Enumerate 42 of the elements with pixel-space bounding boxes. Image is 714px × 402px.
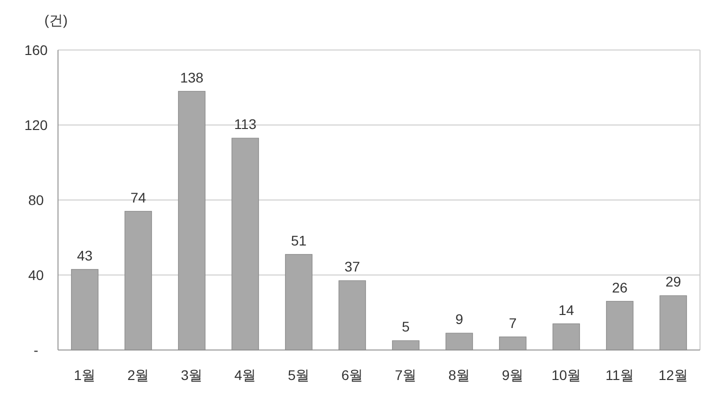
- bar: [392, 340, 420, 350]
- data-label: 43: [76, 247, 93, 264]
- bar: [499, 336, 526, 350]
- y-axis-title: (건): [44, 12, 68, 28]
- x-tick-label: 11월: [605, 367, 634, 383]
- data-label: 113: [234, 116, 257, 132]
- data-label: 51: [290, 232, 307, 248]
- x-tick-label: 2월: [127, 367, 150, 383]
- data-label: 26: [612, 279, 628, 296]
- data-label: 7: [508, 314, 517, 331]
- bar: [71, 269, 98, 350]
- data-label: 29: [665, 274, 682, 290]
- x-tick-label: 8월: [448, 367, 470, 383]
- data-label: 37: [344, 258, 360, 275]
- x-tick-label: 9월: [502, 367, 524, 383]
- y-tick-label: 120: [24, 117, 48, 133]
- bar: [285, 254, 312, 350]
- x-tick-label: 10월: [551, 367, 582, 383]
- x-tick-label: 7월: [394, 367, 417, 383]
- x-tick-label: 3월: [180, 367, 203, 383]
- data-label: 9: [455, 311, 464, 328]
- data-label: 138: [180, 69, 204, 86]
- x-tick-label: 4월: [234, 367, 256, 383]
- bar: [446, 332, 473, 350]
- data-label: 14: [558, 302, 574, 318]
- x-tick-label: 5월: [288, 367, 310, 383]
- x-tick-label: 1월: [74, 367, 96, 383]
- bar: [232, 138, 259, 350]
- data-label: 74: [130, 189, 146, 206]
- bar: [124, 210, 152, 350]
- x-tick-label: 12월: [658, 367, 688, 383]
- bar: [552, 323, 580, 350]
- x-tick-label: 6월: [341, 367, 364, 383]
- bar: [338, 280, 366, 350]
- y-tick-label: 80: [28, 192, 44, 208]
- data-label: 5: [402, 318, 410, 335]
- bar: [178, 90, 206, 350]
- y-tick-label: -: [34, 342, 39, 358]
- y-tick-label: 160: [24, 42, 48, 58]
- bar: [660, 295, 687, 350]
- bar: [606, 300, 634, 350]
- y-tick-label: 40: [28, 267, 44, 283]
